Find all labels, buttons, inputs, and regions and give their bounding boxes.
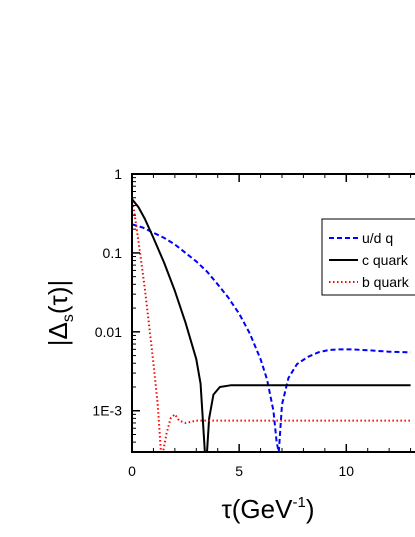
y-tick-label-0: 1: [114, 166, 122, 182]
plot-frame: [131, 173, 415, 453]
series-line-1: [132, 198, 411, 452]
y-axis-title-sub: s: [60, 314, 77, 322]
x-tick-label-0: 0: [128, 463, 136, 479]
legend-label-ud: u/d q: [362, 230, 393, 246]
y-axis-title: |Δs(τ)|: [43, 280, 77, 346]
y-tick-label-2: 0.01: [95, 324, 122, 340]
x-tick-label-2: 10: [338, 463, 354, 479]
x-tick-label-1: 5: [235, 463, 243, 479]
x-axis-title-base: τ(GeV: [222, 494, 294, 524]
series-line-0: [132, 223, 411, 452]
legend: u/d q c quark b quark: [321, 218, 415, 296]
legend-label-b: b quark: [362, 274, 410, 290]
y-axis-title-open: |Δ: [43, 322, 73, 346]
x-axis-title: τ(GeV-1): [222, 494, 315, 524]
x-axis-title-sup: -1: [292, 494, 305, 511]
y-axis-title-close: (τ)|: [43, 280, 73, 314]
y-tick-label-3: 1E-3: [92, 403, 122, 419]
legend-label-c: c quark: [362, 252, 409, 268]
x-axis-title-close: ): [306, 494, 315, 524]
y-tick-label-1: 0.1: [103, 245, 123, 261]
